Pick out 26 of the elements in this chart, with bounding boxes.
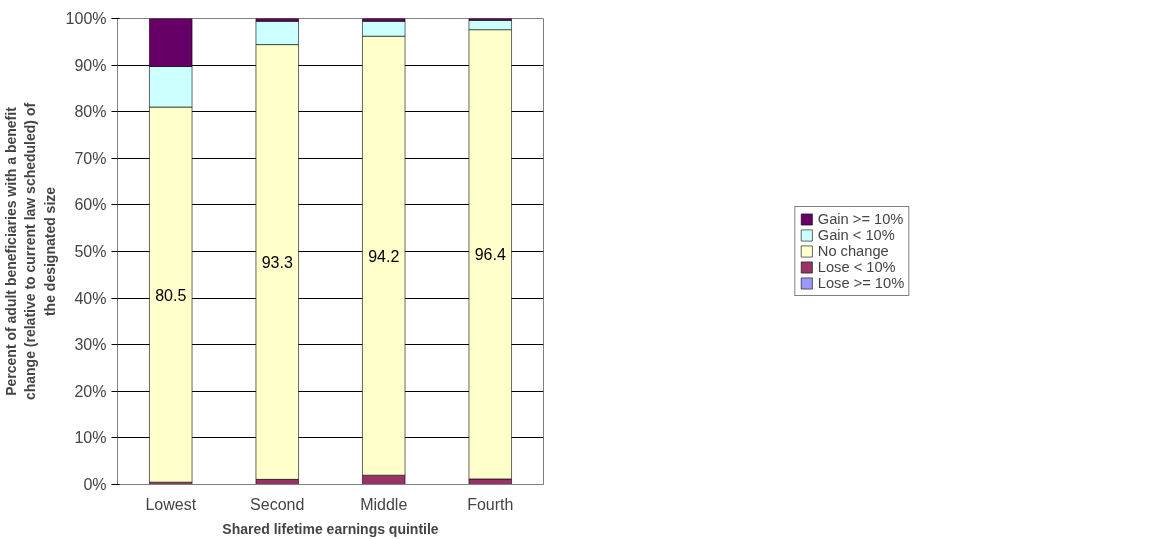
y-tick-label: 60% (74, 196, 107, 214)
x-tick-label: Fourth (467, 495, 514, 513)
data-label: 96.4 (474, 246, 506, 264)
y-tick-label: 40% (74, 289, 107, 307)
y-tick-label: 30% (74, 336, 107, 354)
y-tick-label: 90% (74, 56, 107, 74)
x-axis-title: Shared lifetime earnings quintile (222, 520, 439, 537)
data-label: 80.5 (155, 286, 187, 304)
x-tick-label: Second (250, 495, 305, 513)
y-tick-label: 100% (65, 10, 107, 27)
legend-label: Lose < 10% (817, 259, 896, 275)
x-tick-label: Lowest (145, 495, 197, 513)
y-tick-label: 20% (74, 382, 107, 400)
y-tick-label: 10% (74, 429, 107, 447)
y-axis-title: Percent of adult beneficiaries with a benefit change (relative to current law scheduled) of the designated size (3, 102, 58, 401)
legend-label: Lose >= 10% (817, 275, 905, 291)
legend-label: Gain < 10% (817, 227, 895, 243)
legend-label: Gain >= 10% (817, 211, 904, 227)
y-tick-label: 80% (74, 103, 107, 121)
x-tick-label: Middle (360, 495, 408, 513)
data-label: 93.3 (261, 253, 293, 271)
y-tick-label: 0% (83, 476, 107, 493)
y-tick-label: 70% (74, 149, 107, 167)
legend-label: No change (817, 243, 889, 259)
y-tick-label: 50% (74, 243, 107, 260)
data-label: 94.2 (368, 247, 400, 265)
